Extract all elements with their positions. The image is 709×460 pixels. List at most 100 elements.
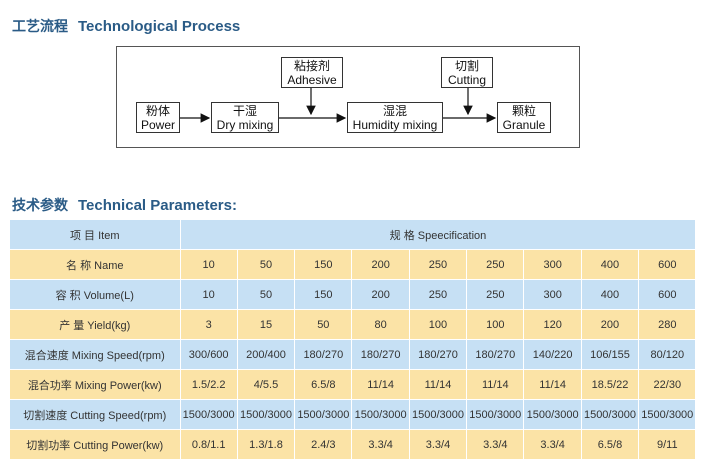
step-granule: 颗粒 Granule [497,102,551,133]
parameters-title-en: Technical Parameters: [78,197,237,214]
table-cell: 300 [523,249,582,280]
flow-arrows [179,87,497,123]
table-cell: 11/14 [523,369,582,400]
table-cell: 250 [409,249,468,280]
table-cell: 80 [351,309,410,340]
table-cell: 150 [294,279,353,310]
table-cell: 150 [294,249,353,280]
process-title-en: Technological Process [78,18,241,35]
table-cell: 1500/3000 [294,399,353,430]
step-cutting-en: Cutting [447,73,487,87]
row-label: 名 称 Name [10,249,181,280]
table-cell: 200 [581,309,640,340]
table-row: 容 积 Volume(L) 10 50 150 200 250 250 300 400 600 [10,279,697,310]
step-powder-cn: 粉体 [145,104,170,118]
row-label: 切割速度 Cutting Speed(rpm) [10,399,181,430]
step-powder: 粉体 Power [136,102,180,133]
step-humidity-mixing: 湿混 Humidity mixing [347,102,443,133]
table-cell: 1500/3000 [351,399,410,430]
spec-header: 规 格 Speecification [180,220,697,250]
table-row: 产 量 Yield(kg) 3 15 50 80 100 100 120 200 280 [10,309,697,340]
table-cell: 22/30 [638,369,697,400]
table-cell: 106/155 [581,339,640,370]
table-cell: 2.4/3 [294,429,353,460]
step-dry-mixing: 干湿 Dry mixing [211,102,279,133]
step-dry-cn: 干湿 [232,104,257,118]
table-cell: 15 [237,309,296,340]
table-cell: 11/14 [351,369,410,400]
table-cell: 3.3/4 [351,429,410,460]
table-cell: 50 [237,279,296,310]
table-cell: 400 [581,279,640,310]
parameters-table: 项 目 Item 规 格 Speecification 名 称 Name 10 50… [10,220,697,460]
table-row: 切割功率 Cutting Power(kw) 0.8/1.1 1.3/1.8 2.4/… [10,429,697,460]
table-cell: 1500/3000 [409,399,468,430]
step-powder-en: Power [140,118,175,132]
table-cell: 10 [180,279,238,310]
row-label: 容 积 Volume(L) [10,279,181,310]
table-cell: 180/270 [409,339,468,370]
table-cell: 11/14 [409,369,468,400]
table-cell: 180/270 [351,339,410,370]
table-cell: 400 [581,249,640,280]
table-cell: 18.5/22 [581,369,640,400]
table-cell: 0.8/1.1 [180,429,238,460]
table-cell: 3.3/4 [523,429,582,460]
row-label: 混合速度 Mixing Speed(rpm) [10,339,181,370]
table-cell: 600 [638,279,697,310]
table-cell: 300/600 [180,339,238,370]
table-cell: 80/120 [638,339,697,370]
parameters-title-cn: 技术参数 [12,198,68,214]
step-granule-cn: 颗粒 [511,104,536,118]
process-title-cn: 工艺流程 [12,19,68,35]
step-cutting-cn: 切割 [454,59,479,73]
row-label: 混合功率 Mixing Power(kw) [10,369,181,400]
table-row: 切割速度 Cutting Speed(rpm) 1500/3000 1500/300… [10,399,697,430]
table-cell: 50 [294,309,353,340]
table-cell: 6.5/8 [294,369,353,400]
table-cell: 3.3/4 [466,429,525,460]
process-flow-diagram: 粉体 Power 干湿 Dry mixing 粘接剂 Adhesive 湿混 H… [116,46,580,148]
table-cell: 3.3/4 [409,429,468,460]
table-cell: 300 [523,279,582,310]
table-cell: 250 [409,279,468,310]
table-cell: 600 [638,249,697,280]
item-header: 项 目 Item [10,220,181,250]
table-cell: 250 [466,279,525,310]
table-cell: 100 [466,309,525,340]
table-cell: 250 [466,249,525,280]
step-adhesive-en: Adhesive [287,73,337,87]
table-cell: 1500/3000 [466,399,525,430]
table-cell: 180/270 [294,339,353,370]
process-title: 工艺流程 Technological Process [12,16,240,36]
table-row: 混合速度 Mixing Speed(rpm) 300/600 200/400 180/… [10,339,697,370]
table-cell: 1500/3000 [523,399,582,430]
table-cell: 1500/3000 [237,399,296,430]
table-row: 混合功率 Mixing Power(kw) 1.5/2.2 4/5.5 6.5/8 11… [10,369,697,400]
parameters-title: 技术参数 Technical Parameters: [12,195,237,215]
step-cutting: 切割 Cutting [441,57,493,88]
table-cell: 1.3/1.8 [237,429,296,460]
table-row: 名 称 Name 10 50 150 200 250 250 300 400 600 [10,249,697,280]
table-cell: 140/220 [523,339,582,370]
table-cell: 120 [523,309,582,340]
table-cell: 100 [409,309,468,340]
table-cell: 200 [351,249,410,280]
step-adhesive-cn: 粘接剂 [293,59,330,73]
step-humidity-en: Humidity mixing [352,118,438,132]
table-cell: 1500/3000 [638,399,697,430]
table-cell: 3 [180,309,238,340]
table-cell: 50 [237,249,296,280]
table-cell: 200 [351,279,410,310]
step-dry-en: Dry mixing [216,118,274,132]
table-cell: 1500/3000 [180,399,238,430]
table-cell: 1.5/2.2 [180,369,238,400]
table-cell: 11/14 [466,369,525,400]
table-cell: 1500/3000 [581,399,640,430]
table-cell: 10 [180,249,238,280]
step-humidity-cn: 湿混 [382,104,407,118]
step-granule-en: Granule [502,118,546,132]
table-cell: 200/400 [237,339,296,370]
row-label: 切割功率 Cutting Power(kw) [10,429,181,460]
table-header-row: 项 目 Item 规 格 Speecification [10,220,697,250]
